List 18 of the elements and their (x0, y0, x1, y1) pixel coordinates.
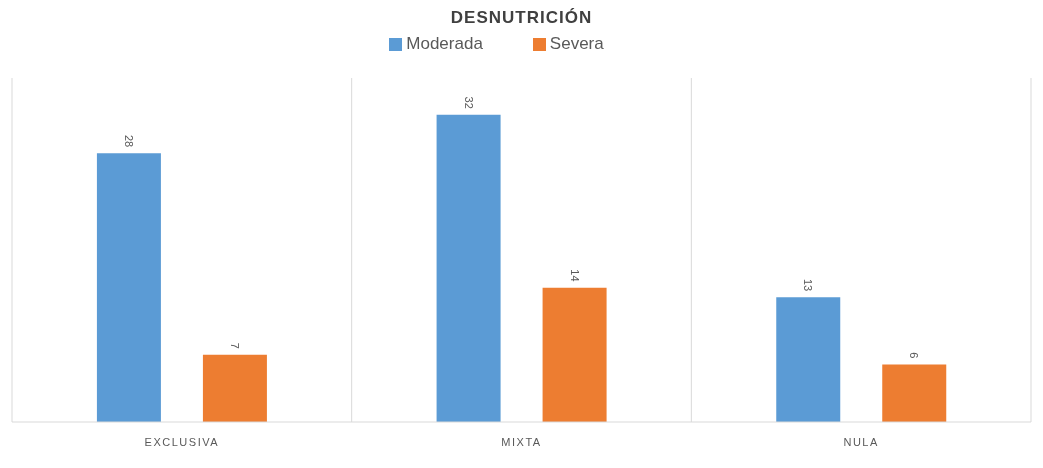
bar (776, 297, 841, 422)
x-tick-label: NULA (843, 435, 879, 448)
bar (882, 364, 947, 422)
x-tick-label: EXCLUSIVA (144, 435, 220, 448)
data-label: 32 (462, 96, 475, 109)
bar (202, 354, 267, 422)
x-tick-label: MIXTA (501, 435, 542, 448)
data-label: 14 (568, 269, 581, 282)
data-label: 6 (908, 352, 921, 359)
legend-label: Severa (549, 34, 604, 53)
bar (436, 114, 501, 422)
data-label: 7 (228, 342, 241, 349)
data-label: 13 (802, 278, 815, 292)
bar (542, 287, 607, 422)
bar (96, 153, 161, 422)
data-label: 28 (122, 135, 135, 148)
chart-title: DESNUTRICIÓN (449, 8, 594, 28)
legend-label: Moderada (406, 34, 483, 53)
